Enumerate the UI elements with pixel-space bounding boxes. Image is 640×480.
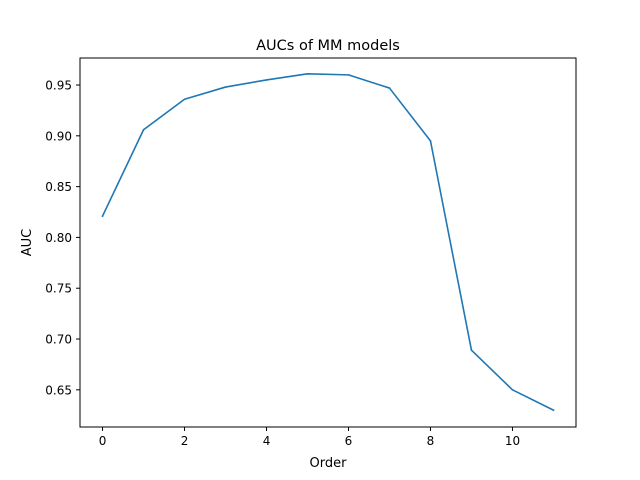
data-point bbox=[388, 87, 391, 89]
x-tick-label: 2 bbox=[181, 434, 189, 448]
y-tick-label: 0.70 bbox=[45, 333, 72, 347]
data-point bbox=[224, 86, 227, 88]
x-tick-label: 4 bbox=[263, 434, 271, 448]
data-point bbox=[429, 140, 432, 142]
data-point bbox=[101, 215, 104, 217]
data-point bbox=[265, 79, 268, 81]
y-tick-label: 0.95 bbox=[45, 79, 72, 93]
y-tick-label: 0.65 bbox=[45, 383, 72, 397]
data-point bbox=[347, 74, 350, 76]
y-axis-label: AUC bbox=[20, 229, 35, 257]
x-tick-label: 0 bbox=[99, 434, 107, 448]
data-point bbox=[142, 128, 145, 131]
data-point bbox=[552, 409, 555, 411]
series-layer bbox=[101, 73, 555, 412]
x-tick-label: 8 bbox=[427, 434, 435, 448]
data-point bbox=[183, 98, 186, 101]
chart-title: AUCs of MM models bbox=[256, 38, 400, 54]
plot-frame bbox=[79, 57, 577, 428]
x-tick-label: 10 bbox=[505, 434, 520, 448]
y-tick-label: 0.75 bbox=[45, 282, 72, 296]
y-tick-label: 0.85 bbox=[45, 180, 72, 194]
y-tick-label: 0.90 bbox=[45, 129, 72, 143]
data-point bbox=[306, 73, 309, 75]
data-point bbox=[511, 389, 514, 391]
series-line bbox=[101, 73, 555, 412]
x-tick-label: 6 bbox=[345, 434, 353, 448]
axis-ticks: 0 2 4 6 8 10 0.65 0.70 0.75 0.80 0.85 0.90 0.95 bbox=[45, 79, 520, 448]
data-point bbox=[470, 349, 473, 351]
x-axis-label: Order bbox=[310, 456, 348, 471]
y-tick-label: 0.80 bbox=[45, 231, 72, 245]
